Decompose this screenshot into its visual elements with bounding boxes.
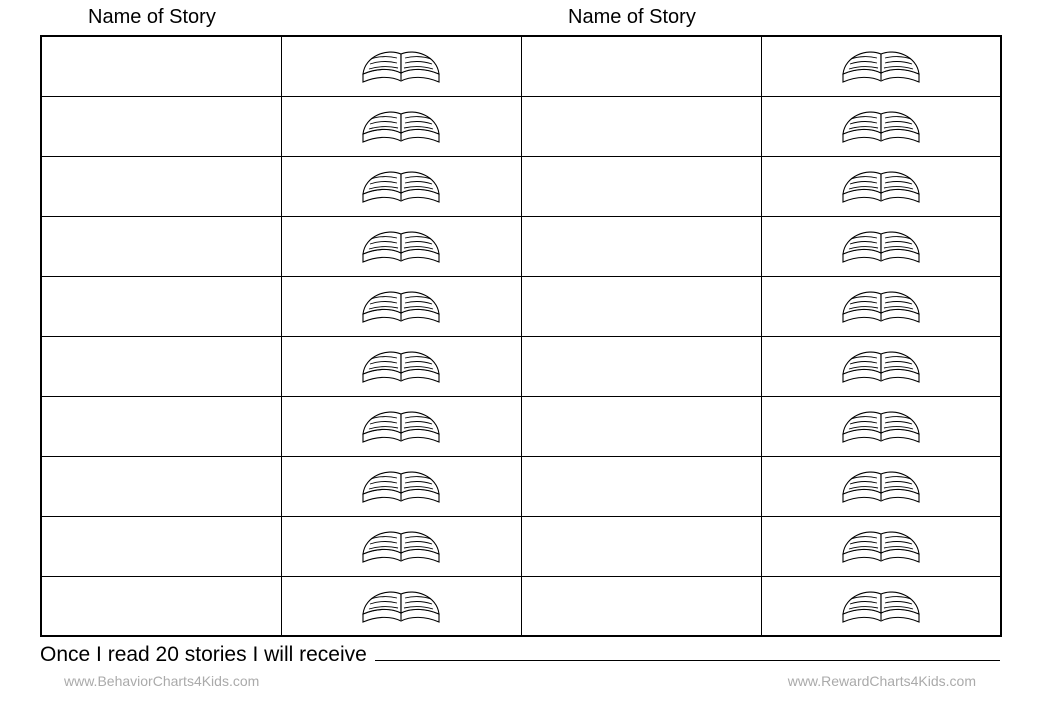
book-cell — [281, 216, 521, 276]
reward-blank-line[interactable] — [375, 645, 1000, 661]
book-cell — [761, 216, 1001, 276]
credit-right: www.RewardCharts4Kids.com — [788, 673, 976, 689]
open-book-icon — [837, 522, 925, 570]
story-name-cell[interactable] — [41, 516, 281, 576]
open-book-icon — [357, 282, 445, 330]
book-cell — [281, 516, 521, 576]
book-cell — [281, 336, 521, 396]
open-book-icon — [837, 402, 925, 450]
story-name-cell[interactable] — [41, 96, 281, 156]
open-book-icon — [357, 342, 445, 390]
book-cell — [761, 36, 1001, 96]
story-name-cell[interactable] — [41, 276, 281, 336]
book-cell — [281, 96, 521, 156]
header-left: Name of Story — [40, 4, 280, 35]
header-right: Name of Story — [520, 4, 760, 35]
column-headers: Name of Story Name of Story — [40, 4, 1000, 35]
reading-chart-table — [40, 35, 1002, 637]
book-cell — [761, 456, 1001, 516]
story-name-cell[interactable] — [521, 276, 761, 336]
book-cell — [761, 156, 1001, 216]
open-book-icon — [357, 102, 445, 150]
book-cell — [761, 96, 1001, 156]
story-name-cell[interactable] — [41, 336, 281, 396]
story-name-cell[interactable] — [521, 456, 761, 516]
story-name-cell[interactable] — [521, 216, 761, 276]
open-book-icon — [837, 162, 925, 210]
open-book-icon — [837, 282, 925, 330]
table-row — [41, 276, 1001, 336]
story-name-cell[interactable] — [521, 336, 761, 396]
story-name-cell[interactable] — [521, 96, 761, 156]
book-cell — [281, 36, 521, 96]
open-book-icon — [357, 462, 445, 510]
open-book-icon — [357, 522, 445, 570]
reward-text: Once I read 20 stories I will receive — [40, 643, 367, 667]
table-row — [41, 96, 1001, 156]
story-name-cell[interactable] — [521, 36, 761, 96]
table-row — [41, 336, 1001, 396]
open-book-icon — [837, 42, 925, 90]
book-cell — [761, 276, 1001, 336]
table-row — [41, 156, 1001, 216]
story-name-cell[interactable] — [521, 396, 761, 456]
open-book-icon — [837, 222, 925, 270]
table-row — [41, 456, 1001, 516]
open-book-icon — [837, 102, 925, 150]
table-row — [41, 396, 1001, 456]
open-book-icon — [357, 222, 445, 270]
reward-sentence: Once I read 20 stories I will receive — [40, 643, 1000, 667]
credit-left: www.BehaviorCharts4Kids.com — [64, 673, 259, 689]
story-name-cell[interactable] — [521, 576, 761, 636]
footer-credits: www.BehaviorCharts4Kids.com www.RewardCh… — [40, 673, 1000, 689]
open-book-icon — [837, 342, 925, 390]
book-cell — [281, 396, 521, 456]
book-cell — [281, 576, 521, 636]
open-book-icon — [357, 582, 445, 630]
open-book-icon — [357, 162, 445, 210]
table-row — [41, 576, 1001, 636]
open-book-icon — [837, 462, 925, 510]
book-cell — [761, 396, 1001, 456]
open-book-icon — [837, 582, 925, 630]
book-cell — [281, 156, 521, 216]
story-name-cell[interactable] — [41, 156, 281, 216]
book-cell — [761, 516, 1001, 576]
table-row — [41, 36, 1001, 96]
story-name-cell[interactable] — [521, 156, 761, 216]
book-cell — [761, 336, 1001, 396]
table-row — [41, 216, 1001, 276]
open-book-icon — [357, 402, 445, 450]
story-name-cell[interactable] — [41, 36, 281, 96]
open-book-icon — [357, 42, 445, 90]
book-cell — [281, 456, 521, 516]
story-name-cell[interactable] — [521, 516, 761, 576]
story-name-cell[interactable] — [41, 456, 281, 516]
reading-chart-sheet: Name of Story Name of Story Once I read … — [0, 0, 1040, 720]
book-cell — [761, 576, 1001, 636]
story-name-cell[interactable] — [41, 576, 281, 636]
story-name-cell[interactable] — [41, 396, 281, 456]
story-name-cell[interactable] — [41, 216, 281, 276]
book-cell — [281, 276, 521, 336]
table-row — [41, 516, 1001, 576]
